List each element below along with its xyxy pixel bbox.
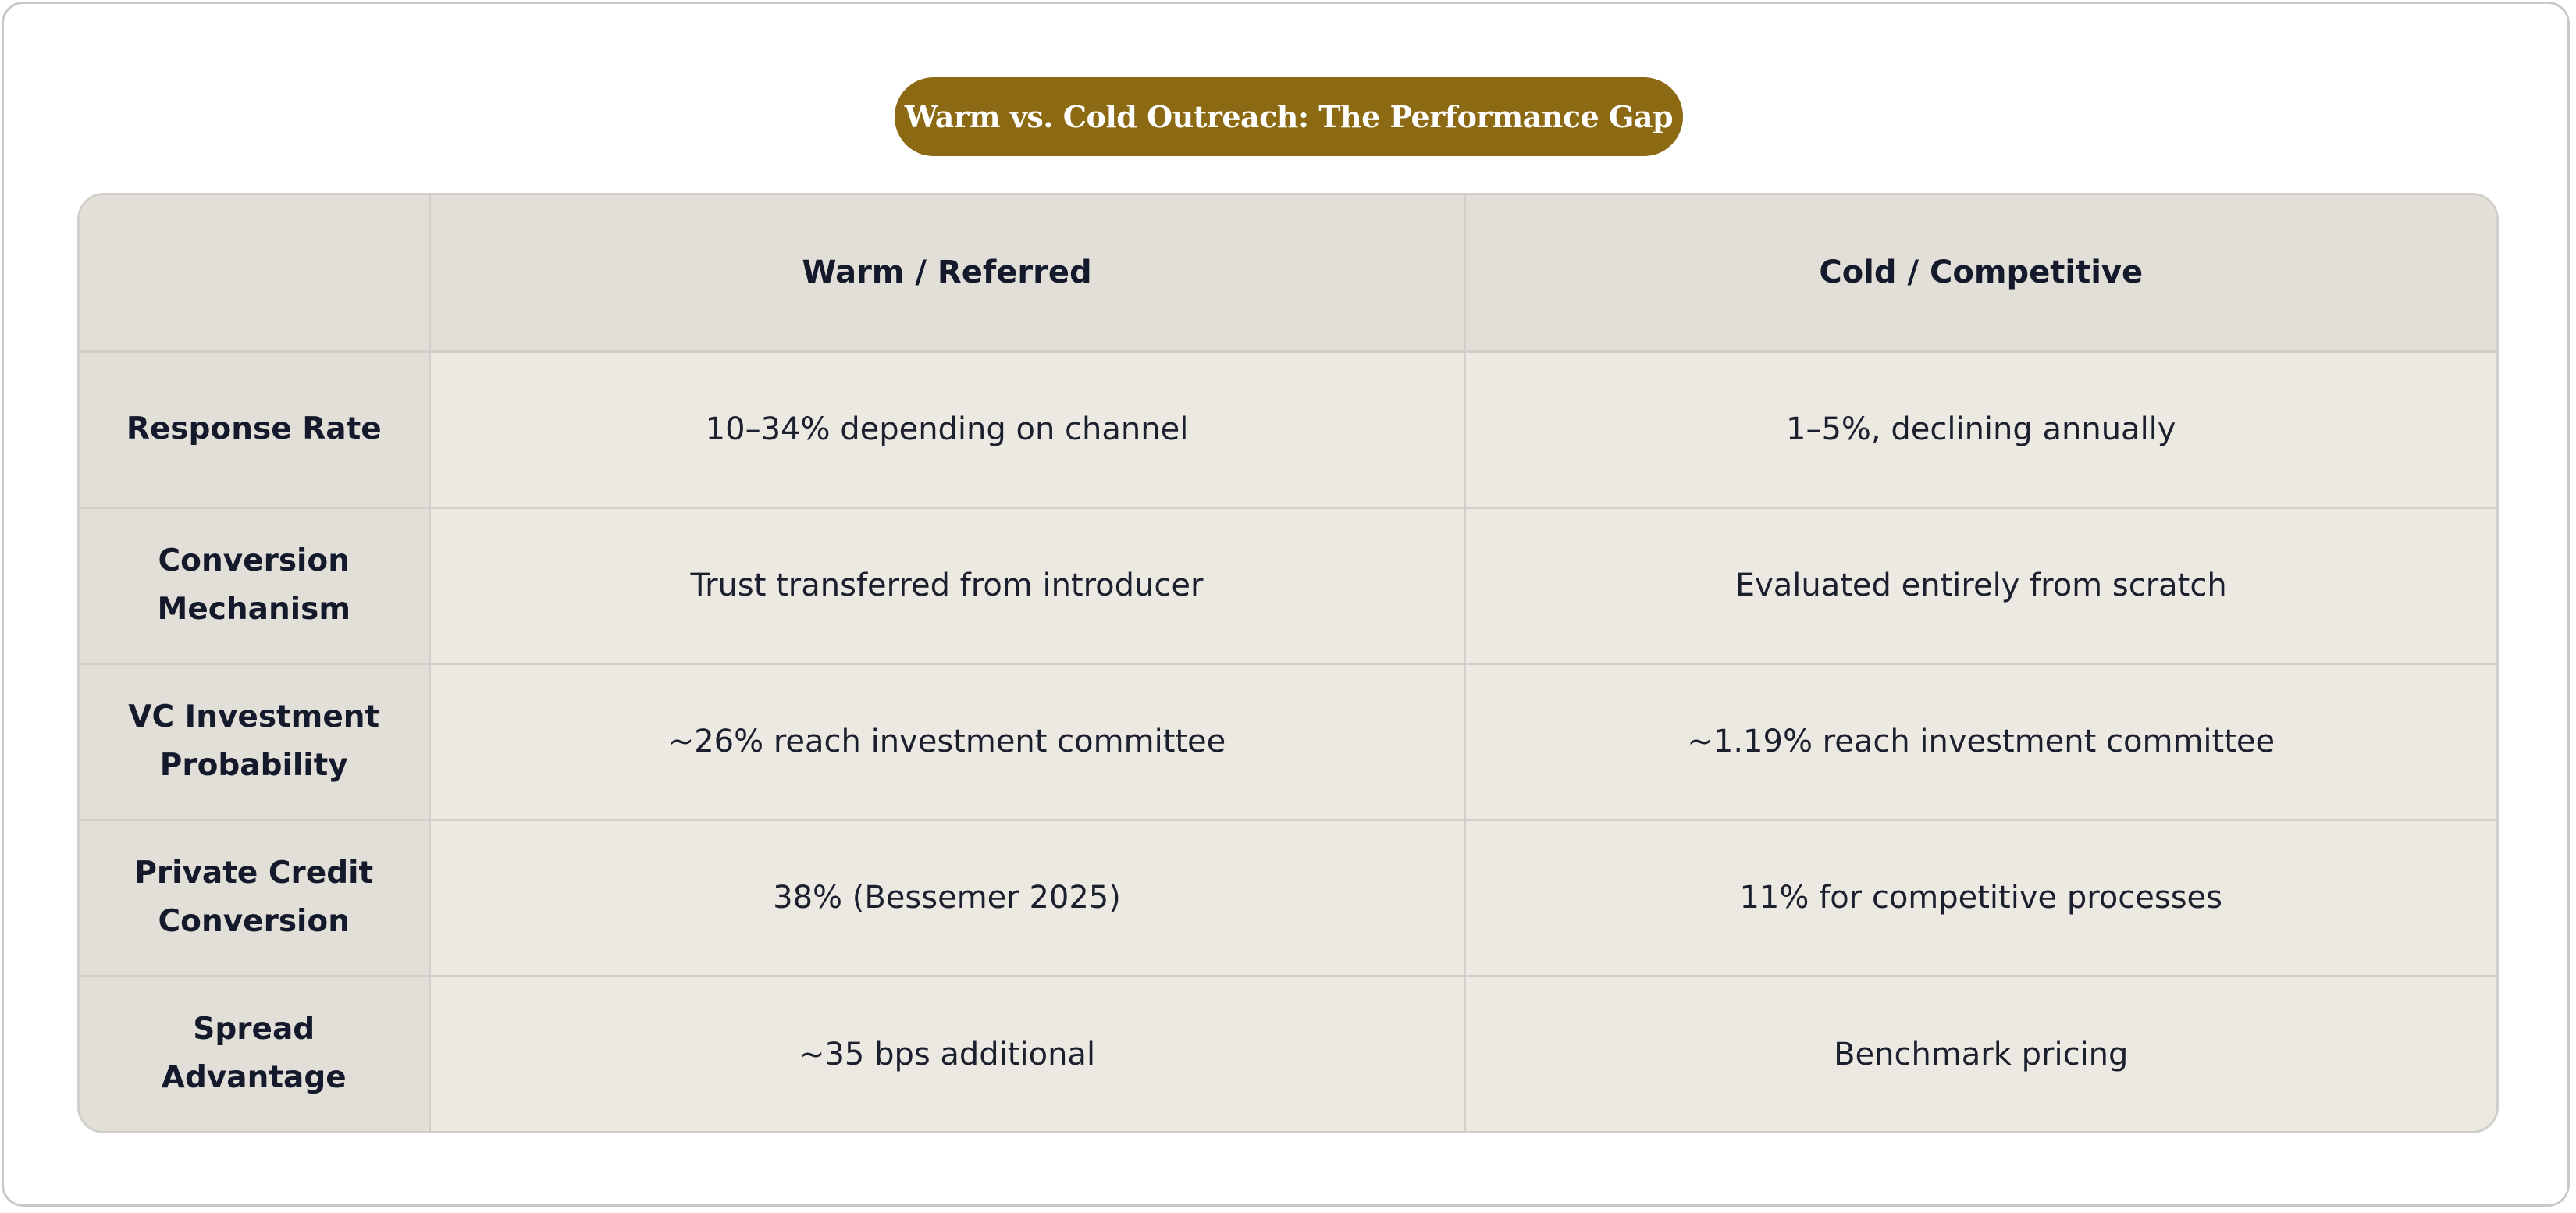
cell-cold-spread-advantage: Benchmark pricing <box>1463 974 2496 1131</box>
cell-warm-vc-investment-probability: ~26% reach investment committee <box>428 662 1466 821</box>
cell-warm-spread-advantage: ~35 bps additional <box>428 974 1466 1131</box>
page-title: Warm vs. Cold Outreach: The Performance … <box>895 77 1683 156</box>
comparison-table: Warm / Referred Cold / Competitive Respo… <box>80 195 2496 1131</box>
table-row: Response Rate 10–34% depending on channe… <box>80 350 2496 509</box>
header-warm-referred: Warm / Referred <box>428 195 1466 353</box>
header-cold-competitive: Cold / Competitive <box>1463 195 2496 353</box>
cell-cold-response-rate: 1–5%, declining annually <box>1463 350 2496 509</box>
cell-warm-response-rate: 10–34% depending on channel <box>428 350 1466 509</box>
cell-warm-conversion-mechanism: Trust transferred from introducer <box>428 506 1466 665</box>
header-empty-corner <box>80 195 431 353</box>
row-label-private-credit-conversion: Private Credit Conversion <box>80 818 431 977</box>
table-row: Conversion Mechanism Trust transferred f… <box>80 506 2496 665</box>
row-label-conversion-mechanism: Conversion Mechanism <box>80 506 431 665</box>
cell-cold-conversion-mechanism: Evaluated entirely from scratch <box>1463 506 2496 665</box>
row-label-spread-advantage: Spread Advantage <box>80 974 431 1131</box>
table-header-row: Warm / Referred Cold / Competitive <box>80 195 2496 353</box>
comparison-table-container: Warm / Referred Cold / Competitive Respo… <box>77 193 2499 1133</box>
table-row: Private Credit Conversion 38% (Bessemer … <box>80 818 2496 977</box>
row-label-response-rate: Response Rate <box>80 351 431 509</box>
cell-warm-private-credit-conversion: 38% (Bessemer 2025) <box>428 818 1466 977</box>
row-label-vc-investment-probability: VC Investment Probability <box>80 662 431 821</box>
table-row: VC Investment Probability ~26% reach inv… <box>80 662 2496 821</box>
cell-cold-private-credit-conversion: 11% for competitive processes <box>1463 818 2496 977</box>
table-row: Spread Advantage ~35 bps additional Benc… <box>80 974 2496 1131</box>
cell-cold-vc-investment-probability: ~1.19% reach investment committee <box>1463 662 2496 821</box>
